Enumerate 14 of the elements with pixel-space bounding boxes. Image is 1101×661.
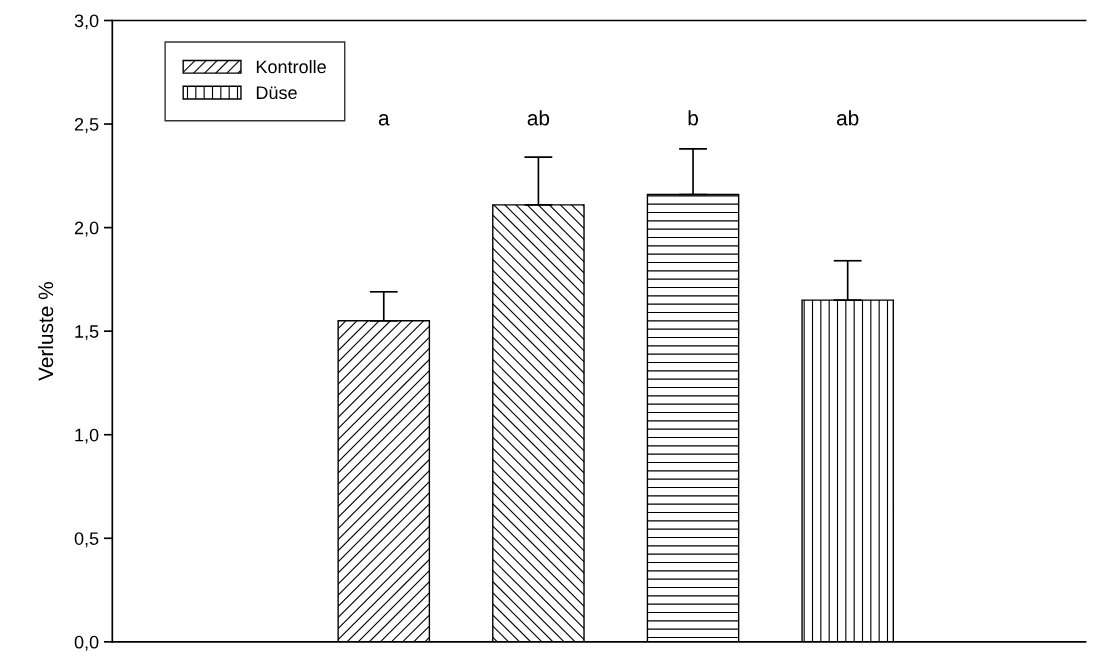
annotation: ab	[527, 110, 550, 126]
annotation: ab	[836, 110, 859, 126]
y-tick-label: 0,5	[74, 532, 99, 548]
legend-label: Kontrolle	[256, 60, 326, 74]
annotation: b	[688, 110, 698, 126]
annotation: a	[378, 114, 390, 126]
y-axis-title: Verluste %	[37, 282, 54, 381]
legend-label: Düse	[256, 86, 297, 100]
y-tick-label: 1,5	[75, 325, 99, 341]
y-tick-label: 1,0	[75, 428, 99, 444]
y-tick-label: 0,0	[74, 635, 99, 651]
y-tick-label: 2,5	[74, 117, 99, 133]
y-tick-label: 2,0	[74, 221, 99, 237]
y-tick-label: 3,0	[74, 14, 99, 30]
